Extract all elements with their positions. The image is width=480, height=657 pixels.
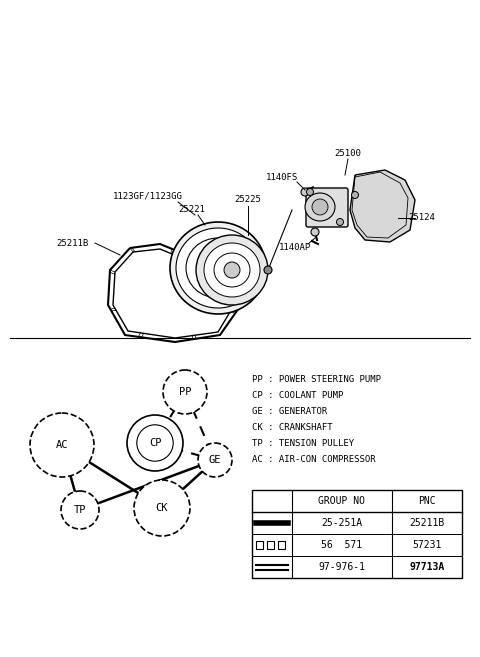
Ellipse shape (204, 243, 260, 297)
Bar (278, 541, 285, 549)
Bar (252, 490, 462, 578)
Text: PNC: PNC (418, 496, 436, 506)
Bar (267, 541, 274, 549)
Text: 97-976-1: 97-976-1 (319, 562, 365, 572)
Ellipse shape (203, 273, 209, 279)
Ellipse shape (305, 193, 335, 221)
Text: 25100: 25100 (335, 148, 361, 158)
Text: GROUP NO: GROUP NO (319, 496, 365, 506)
Ellipse shape (351, 191, 359, 198)
Ellipse shape (307, 189, 313, 196)
Ellipse shape (30, 413, 94, 477)
Text: GE : GENERATOR: GE : GENERATOR (252, 407, 327, 417)
Text: PP: PP (179, 387, 191, 397)
Text: 25221: 25221 (179, 206, 205, 214)
Text: 1140FS: 1140FS (266, 173, 298, 181)
Ellipse shape (312, 199, 328, 215)
Text: CK : CRANKSHAFT: CK : CRANKSHAFT (252, 424, 333, 432)
Ellipse shape (176, 228, 260, 308)
Text: 97713A: 97713A (409, 562, 444, 572)
Ellipse shape (134, 480, 190, 536)
Ellipse shape (220, 252, 226, 258)
Text: 25211B: 25211B (56, 238, 88, 248)
Text: CK: CK (156, 503, 168, 513)
Ellipse shape (220, 279, 226, 284)
Ellipse shape (203, 257, 209, 263)
Ellipse shape (214, 264, 222, 272)
Ellipse shape (198, 249, 238, 287)
Text: 56  571: 56 571 (322, 540, 362, 550)
Ellipse shape (230, 265, 236, 271)
Text: CP : COOLANT PUMP: CP : COOLANT PUMP (252, 392, 343, 401)
Text: AC : AIR-CON COMPRESSOR: AC : AIR-CON COMPRESSOR (252, 455, 376, 464)
Text: PP : POWER STEERING PUMP: PP : POWER STEERING PUMP (252, 376, 381, 384)
PathPatch shape (350, 170, 415, 242)
Ellipse shape (214, 253, 250, 287)
Ellipse shape (198, 443, 232, 477)
Ellipse shape (196, 235, 268, 305)
Ellipse shape (61, 491, 99, 529)
Text: AC: AC (56, 440, 68, 450)
Ellipse shape (186, 238, 250, 298)
Ellipse shape (224, 262, 240, 278)
Bar (256, 541, 263, 549)
Text: 25211B: 25211B (409, 518, 444, 528)
Text: 25-251A: 25-251A (322, 518, 362, 528)
Text: 1123GF/1123GG: 1123GF/1123GG (113, 191, 183, 200)
Ellipse shape (264, 266, 272, 274)
Text: GE: GE (209, 455, 221, 465)
Ellipse shape (311, 228, 319, 236)
Ellipse shape (301, 188, 309, 196)
Ellipse shape (208, 259, 228, 277)
Ellipse shape (336, 219, 344, 225)
Ellipse shape (137, 425, 173, 461)
Text: 57231: 57231 (412, 540, 442, 550)
Text: TP: TP (74, 505, 86, 515)
FancyBboxPatch shape (306, 188, 348, 227)
Text: TP : TENSION PULLEY: TP : TENSION PULLEY (252, 440, 354, 449)
Text: 25225: 25225 (235, 196, 262, 204)
Text: 1140AP: 1140AP (279, 242, 311, 252)
Text: 25124: 25124 (408, 214, 435, 223)
Ellipse shape (163, 370, 207, 414)
Text: CP: CP (149, 438, 161, 448)
Ellipse shape (170, 222, 266, 314)
Ellipse shape (127, 415, 183, 471)
